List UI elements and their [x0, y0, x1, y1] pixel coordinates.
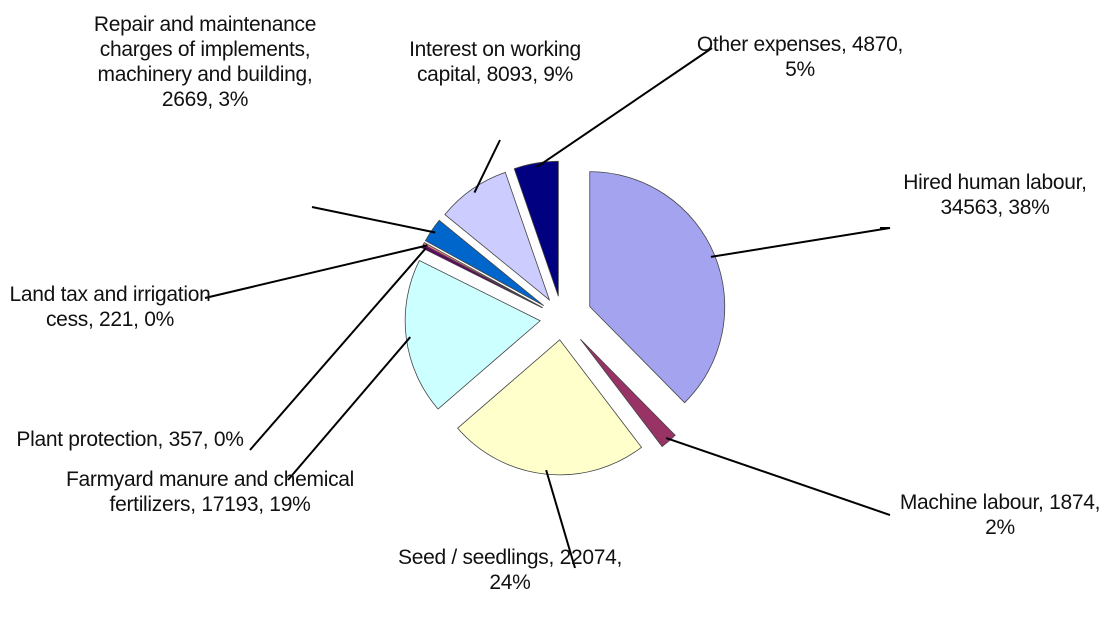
leader-line — [287, 336, 412, 481]
data-label: Land tax and irrigation cess221, 0% — [5, 282, 215, 332]
data-label: Farmyard manure and chemical fertilizers… — [60, 467, 360, 517]
pie-slice — [589, 171, 726, 404]
data-label: Plant protection357, 0% — [5, 427, 255, 452]
data-label: Machine labour1874, 2% — [885, 490, 1115, 540]
leader-line — [204, 244, 428, 299]
value-label: 34563, 38% — [940, 196, 1050, 219]
data-label: Repair and maintenance charges of implem… — [90, 12, 320, 112]
pie-slice — [457, 339, 643, 476]
category-label: Plant protection — [16, 428, 168, 451]
category-label: Repair and maintenance charges of implem… — [94, 13, 317, 86]
value-label: 8093, 9% — [486, 63, 574, 86]
data-label: Hired human labour34563, 38% — [880, 170, 1110, 220]
value-label: 2669, 3% — [161, 88, 249, 111]
value-label: 17193, 19% — [201, 493, 311, 516]
leader-line — [665, 437, 891, 516]
data-label: Interest on working capital8093, 9% — [390, 37, 600, 87]
leader-line — [545, 469, 576, 569]
category-label: Machine labour — [900, 491, 1049, 514]
leader-line — [473, 139, 501, 194]
value-label: 357, 0% — [168, 428, 244, 451]
pie-slice — [513, 160, 559, 297]
value-label: 4870, 5% — [785, 33, 904, 81]
category-label: Other expenses — [697, 33, 852, 56]
leader-line — [311, 206, 436, 234]
category-label: Seed / seedlings — [398, 546, 560, 569]
category-label: Hired human labour — [903, 171, 1086, 194]
value-label: 22074, 24% — [489, 546, 622, 594]
value-label: 1874, 2% — [985, 491, 1101, 539]
pie-slice — [404, 259, 541, 410]
leader-line — [249, 247, 427, 451]
pie-slice — [580, 338, 676, 448]
value-label: 221, 0% — [99, 308, 175, 331]
leader-line — [710, 227, 891, 258]
leader-line — [536, 47, 713, 168]
pie-slice — [422, 242, 543, 308]
pie-slice — [424, 219, 545, 307]
data-label: Seed / seedlings22074, 24% — [385, 545, 635, 595]
data-label: Other expenses4870, 5% — [690, 32, 910, 82]
pie-slice — [444, 171, 551, 302]
